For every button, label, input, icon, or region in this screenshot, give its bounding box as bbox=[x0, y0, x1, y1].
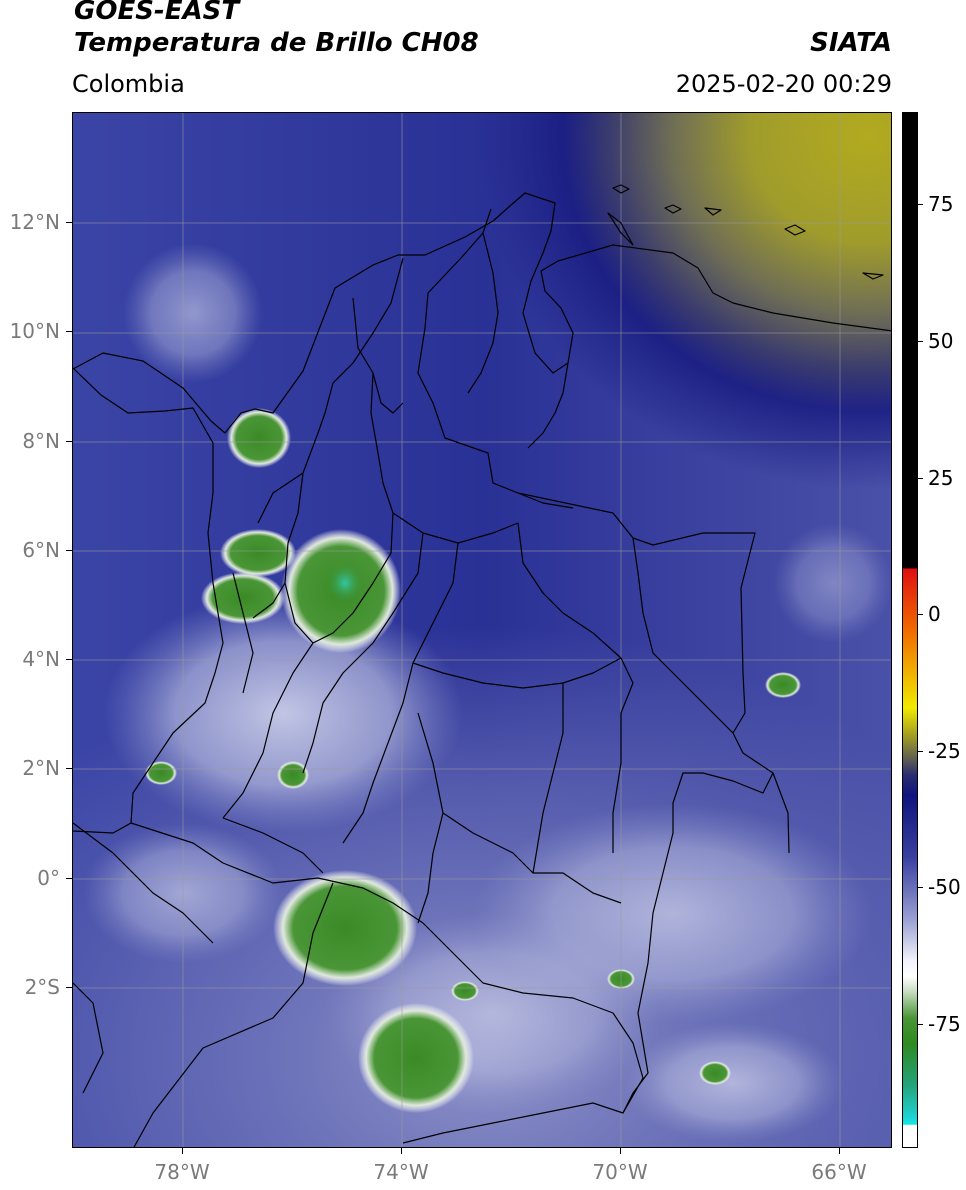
datetime-label: 2025-02-20 00:29 bbox=[675, 70, 892, 98]
colorbar-label-minus50: -50 bbox=[928, 875, 961, 899]
map-canvas bbox=[73, 113, 891, 1147]
temperature-colorbar bbox=[902, 112, 918, 1148]
product-title: Temperatura de Brillo CH08 bbox=[74, 28, 479, 58]
lat-label-4n: 4°N bbox=[22, 647, 60, 671]
lat-label-6n: 6°N bbox=[22, 538, 60, 562]
satellite-title: GOES-EAST bbox=[74, 0, 240, 26]
lat-label-2n: 2°N bbox=[22, 756, 60, 780]
colorbar-label-minus75: -75 bbox=[928, 1012, 961, 1036]
lon-label-66w: 66°W bbox=[811, 1160, 867, 1184]
lat-label-12n: 12°N bbox=[9, 210, 60, 234]
region-label: Colombia bbox=[72, 70, 185, 98]
lat-label-2s: 2°S bbox=[24, 975, 60, 999]
colorbar-label-minus25: -25 bbox=[928, 739, 961, 763]
colorbar-label-25: 25 bbox=[928, 466, 954, 490]
lat-label-8n: 8°N bbox=[22, 429, 60, 453]
satellite-map[interactable] bbox=[72, 112, 892, 1148]
lon-label-74w: 74°W bbox=[373, 1160, 429, 1184]
lon-label-78w: 78°W bbox=[154, 1160, 210, 1184]
lon-label-70w: 70°W bbox=[592, 1160, 648, 1184]
institution-label: SIATA bbox=[810, 28, 892, 58]
colorbar-label-0: 0 bbox=[928, 602, 941, 626]
colorbar-label-75: 75 bbox=[928, 192, 954, 216]
colorbar-label-50: 50 bbox=[928, 329, 954, 353]
lat-label-10n: 10°N bbox=[9, 319, 60, 343]
borders bbox=[73, 184, 891, 1147]
lat-label-0: 0° bbox=[37, 866, 60, 890]
